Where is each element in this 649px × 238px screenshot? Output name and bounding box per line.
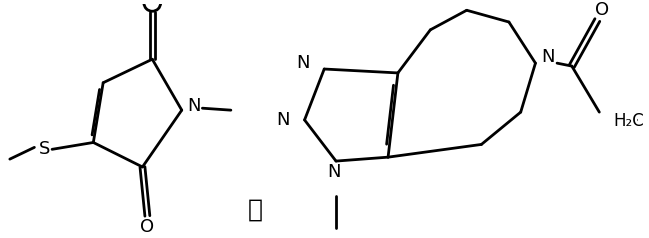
- Text: N: N: [188, 97, 201, 115]
- Text: S: S: [38, 140, 50, 158]
- Text: N: N: [276, 111, 290, 129]
- Text: H₂C: H₂C: [613, 112, 644, 130]
- Text: N: N: [541, 48, 555, 66]
- Text: N: N: [296, 54, 310, 72]
- Text: O: O: [140, 218, 154, 236]
- Text: 和: 和: [248, 198, 263, 222]
- Text: O: O: [595, 1, 609, 19]
- Text: N: N: [327, 163, 341, 181]
